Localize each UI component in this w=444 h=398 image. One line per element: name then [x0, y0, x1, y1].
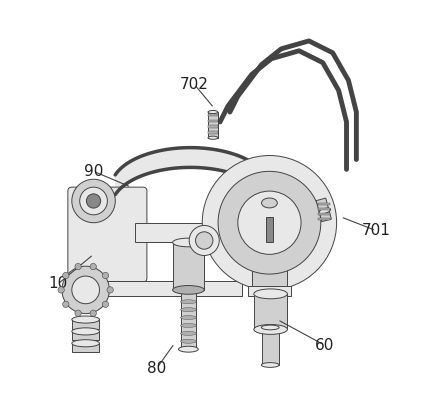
Bar [72, 320, 99, 330]
Ellipse shape [72, 328, 99, 335]
Circle shape [75, 310, 81, 316]
Bar [173, 242, 204, 290]
Bar [208, 114, 218, 116]
Bar [252, 258, 287, 290]
Circle shape [90, 310, 96, 316]
Ellipse shape [208, 111, 218, 114]
Bar [208, 125, 218, 128]
Circle shape [63, 272, 69, 279]
Bar [208, 131, 218, 134]
Circle shape [80, 187, 107, 215]
Bar [208, 112, 218, 138]
Ellipse shape [254, 289, 287, 299]
Text: 10: 10 [48, 277, 67, 291]
Bar [318, 203, 329, 205]
Bar [72, 343, 99, 352]
Bar [266, 217, 273, 242]
Circle shape [75, 263, 81, 270]
Ellipse shape [208, 136, 218, 139]
Ellipse shape [173, 285, 204, 294]
Circle shape [63, 301, 69, 308]
Ellipse shape [319, 208, 330, 214]
Circle shape [107, 287, 113, 293]
Bar [135, 223, 202, 242]
Ellipse shape [181, 324, 196, 328]
Ellipse shape [181, 300, 196, 304]
Bar [318, 208, 329, 210]
Circle shape [218, 171, 321, 274]
Bar [318, 213, 329, 215]
Circle shape [72, 179, 115, 223]
Ellipse shape [181, 308, 196, 312]
Bar [262, 328, 279, 365]
Circle shape [102, 272, 109, 279]
Ellipse shape [254, 324, 287, 334]
Text: 701: 701 [362, 223, 391, 238]
FancyBboxPatch shape [68, 187, 147, 282]
Bar [91, 281, 242, 296]
Bar [316, 198, 331, 222]
Bar [208, 119, 218, 122]
Ellipse shape [181, 332, 196, 336]
Circle shape [72, 276, 99, 304]
Ellipse shape [72, 340, 99, 347]
Circle shape [58, 287, 64, 293]
Circle shape [202, 156, 337, 290]
Circle shape [87, 194, 101, 208]
Circle shape [90, 263, 96, 270]
Circle shape [102, 301, 109, 308]
Text: 90: 90 [84, 164, 103, 179]
Circle shape [238, 191, 301, 254]
Ellipse shape [181, 339, 196, 343]
Bar [248, 286, 291, 296]
Ellipse shape [262, 363, 279, 367]
Circle shape [195, 232, 213, 249]
Bar [181, 288, 196, 349]
Ellipse shape [262, 198, 278, 208]
Text: 60: 60 [315, 338, 334, 353]
Ellipse shape [72, 316, 99, 323]
Ellipse shape [173, 238, 204, 247]
Ellipse shape [178, 346, 198, 352]
Bar [72, 332, 99, 340]
Ellipse shape [262, 325, 279, 330]
Ellipse shape [181, 316, 196, 320]
Text: 80: 80 [147, 361, 166, 376]
Text: 702: 702 [180, 77, 209, 92]
Circle shape [62, 266, 109, 314]
Bar [318, 218, 329, 220]
Bar [254, 294, 287, 330]
Circle shape [189, 226, 219, 256]
